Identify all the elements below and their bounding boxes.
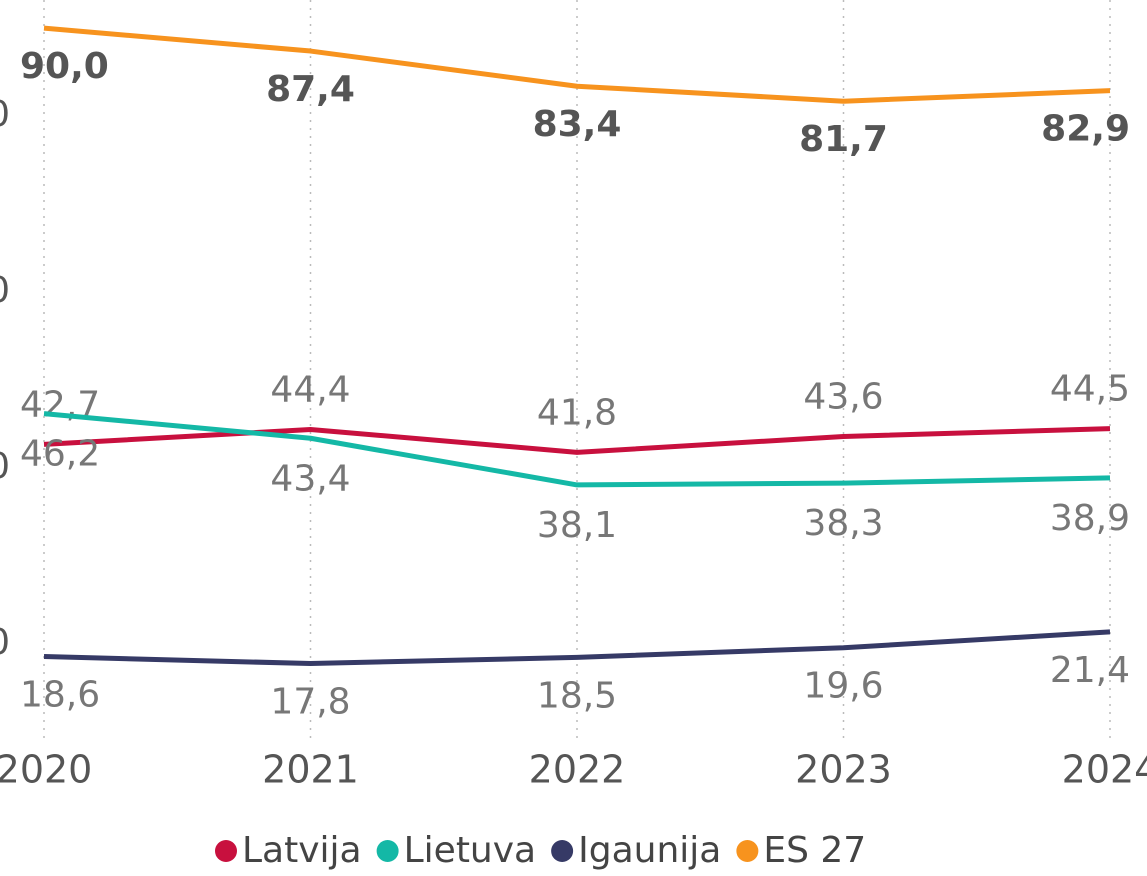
data-label: 82,9 <box>1041 109 1130 150</box>
line <box>43 25 1111 104</box>
legend-marker <box>736 840 759 862</box>
legend-marker <box>376 840 399 862</box>
data-label: 44,5 <box>1050 369 1130 410</box>
legend-label: ES 27 <box>763 830 866 871</box>
data-label: 19,6 <box>803 666 883 707</box>
data-label: 81,7 <box>799 119 888 160</box>
data-label: 21,4 <box>1050 650 1130 691</box>
data-label: 43,4 <box>270 458 350 499</box>
y-tick-label: 60 <box>0 270 10 311</box>
legend-marker <box>215 840 237 862</box>
data-label: 18,5 <box>537 675 617 716</box>
data-label: 38,9 <box>1050 498 1130 539</box>
x-tick-label: 2021 <box>262 748 359 792</box>
x-tick-label: 2020 <box>0 748 92 792</box>
line <box>43 426 1111 455</box>
legend-label: Igaunija <box>578 830 721 871</box>
line <box>43 411 1111 488</box>
data-label: 38,3 <box>803 503 883 544</box>
x-tick-label: 2024 <box>1062 748 1147 792</box>
legend-label: Latvija <box>242 830 362 871</box>
legend-marker <box>551 840 574 862</box>
y-tick-label: 40 <box>0 446 10 487</box>
y-tick-label: 80 <box>0 94 10 135</box>
line <box>43 629 1111 667</box>
data-label: 41,8 <box>537 392 617 433</box>
data-label: 44,4 <box>270 369 350 410</box>
data-label: 43,6 <box>803 377 883 418</box>
data-label: 46,2 <box>20 434 100 475</box>
data-label: 18,6 <box>20 675 100 716</box>
data-label: 38,1 <box>537 505 617 546</box>
data-label: 83,4 <box>533 104 622 145</box>
data-label: 90,0 <box>20 46 109 87</box>
data-label: 17,8 <box>270 682 350 723</box>
y-tick-label: 20 <box>0 622 10 663</box>
data-label: 87,4 <box>266 69 355 110</box>
x-tick-label: 2022 <box>529 748 626 792</box>
x-tick-label: 2023 <box>795 748 892 792</box>
legend-label: Lietuva <box>404 830 537 871</box>
